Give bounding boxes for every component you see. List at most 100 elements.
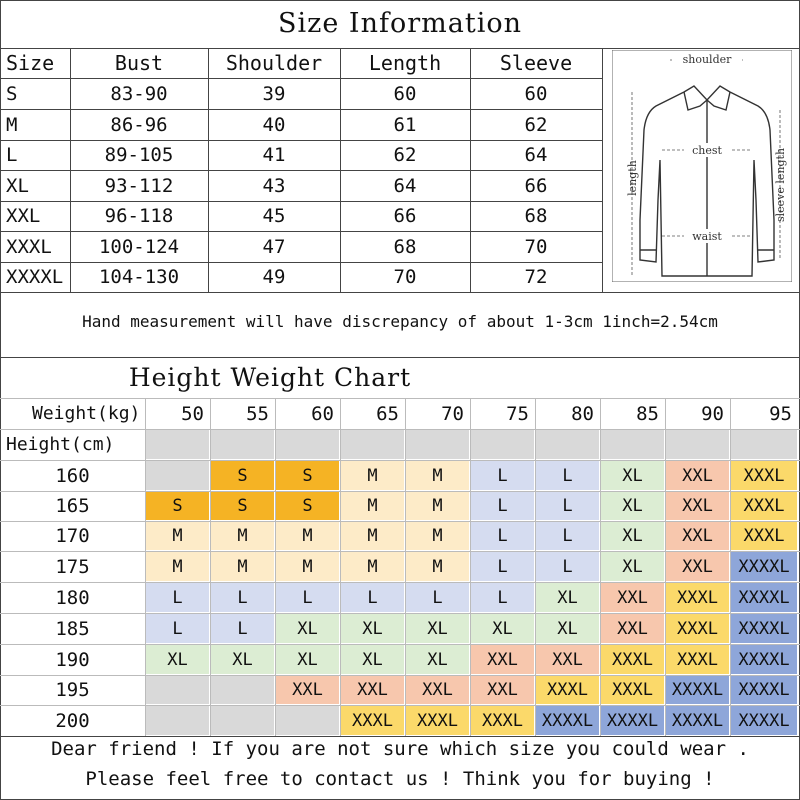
size-recommendation-cell: XXXL	[665, 582, 730, 613]
size-recommendation-cell: L	[210, 582, 275, 613]
size-recommendation-cell: XL	[600, 521, 665, 551]
size-value-cell: 43	[262, 174, 286, 197]
size-recommendation-cell: XXXL	[730, 521, 798, 551]
size-value-cell: 60	[524, 82, 548, 105]
size-table-divider	[208, 48, 209, 292]
hw-grid-row	[0, 644, 800, 645]
hw-grid-row	[0, 675, 800, 676]
size-value-cell: 47	[262, 235, 286, 258]
hw-rule	[0, 736, 800, 737]
size-value-cell: 96-118	[104, 205, 174, 227]
size-value-cell: 86-96	[110, 113, 168, 136]
hw-empty-cell	[275, 429, 340, 460]
sleeve-length-label: sleeve length	[774, 148, 787, 222]
size-recommendation-cell: M	[210, 551, 275, 582]
size-value-cell: 72	[524, 266, 548, 288]
hw-grid-row	[0, 705, 800, 706]
hw-grid-col	[275, 398, 276, 736]
size-value-cell: 89-105	[104, 144, 174, 166]
size-recommendation-cell: L	[145, 613, 210, 644]
size-table-rule	[0, 201, 602, 202]
size-value-cell: 68	[524, 205, 548, 227]
height-row-label: 160	[55, 464, 90, 487]
size-recommendation-cell: XXL	[470, 644, 535, 675]
size-recommendation-cell: XXXXL	[600, 705, 665, 736]
size-name-cell: L	[6, 144, 18, 166]
size-recommendation-cell: XXXXL	[730, 551, 798, 582]
page-title: Size Information	[278, 8, 522, 39]
size-recommendation-cell: XXL	[665, 491, 730, 521]
size-recommendation-cell: L	[470, 460, 535, 491]
size-header-size: Size	[6, 51, 55, 75]
size-name-cell: XXXXL	[6, 266, 64, 288]
hw-grid-col	[145, 398, 146, 736]
hw-grid-row	[0, 398, 800, 399]
size-recommendation-cell: M	[405, 460, 470, 491]
size-value-cell: 40	[262, 113, 286, 136]
weight-header-cell: 85	[636, 402, 659, 425]
size-recommendation-cell	[210, 675, 275, 705]
size-value-cell: 62	[393, 144, 417, 166]
hw-grid-col	[210, 398, 211, 736]
size-value-cell: 64	[524, 144, 548, 166]
size-recommendation-cell: M	[340, 491, 405, 521]
size-table-rule	[0, 262, 602, 263]
size-recommendation-cell: L	[145, 582, 210, 613]
size-recommendation-cell: XXXL	[600, 644, 665, 675]
size-name-cell: XXXL	[6, 235, 52, 258]
weight-header-cell: 55	[246, 402, 269, 425]
size-recommendation-cell: S	[210, 460, 275, 491]
size-value-cell: 60	[393, 82, 417, 105]
weight-axis-label: Weight(kg)	[32, 403, 141, 424]
weight-header-cell: 50	[181, 402, 204, 425]
size-recommendation-cell	[275, 705, 340, 736]
height-row-label: 190	[55, 648, 90, 671]
size-recommendation-cell: S	[145, 491, 210, 521]
size-recommendation-cell: M	[340, 460, 405, 491]
size-table-rule	[0, 78, 602, 79]
size-recommendation-cell: XL	[470, 613, 535, 644]
size-table-rule	[0, 48, 800, 49]
size-recommendation-cell: L	[535, 521, 600, 551]
height-row-label: 180	[55, 586, 90, 609]
hw-empty-cell	[600, 429, 665, 460]
size-value-cell: 68	[393, 235, 417, 258]
hw-empty-cell	[470, 429, 535, 460]
weight-header-cell: 95	[769, 402, 792, 425]
height-weight-title: Height Weight Chart	[128, 363, 412, 392]
size-recommendation-cell: XXL	[405, 675, 470, 705]
size-recommendation-cell: S	[210, 491, 275, 521]
size-recommendation-cell: L	[275, 582, 340, 613]
size-header-sleeve: Sleeve	[499, 51, 573, 75]
size-table-rule	[0, 109, 602, 110]
size-value-cell: 66	[524, 174, 548, 197]
hw-empty-cell	[210, 429, 275, 460]
size-recommendation-cell: XXL	[470, 675, 535, 705]
size-recommendation-cell: S	[275, 460, 340, 491]
size-recommendation-cell: XL	[405, 644, 470, 675]
height-row-label: 175	[55, 555, 90, 578]
hw-grid-col	[340, 398, 341, 736]
size-recommendation-cell: M	[210, 521, 275, 551]
size-recommendation-cell: XL	[275, 644, 340, 675]
size-table-divider	[70, 48, 71, 292]
hw-grid-row	[0, 460, 800, 461]
size-table-divider	[340, 48, 341, 292]
size-name-cell: XXL	[6, 205, 41, 227]
size-value-cell: 104-130	[98, 266, 180, 288]
hw-grid-col	[600, 398, 601, 736]
size-recommendation-cell: XL	[600, 551, 665, 582]
size-recommendation-cell: XXL	[535, 644, 600, 675]
hw-grid-row	[0, 613, 800, 614]
size-recommendation-cell: XXXL	[405, 705, 470, 736]
height-row-label: 165	[55, 495, 90, 517]
shoulder-label: shoulder	[683, 53, 733, 66]
size-recommendation-cell: XL	[535, 613, 600, 644]
height-axis-label: Height(cm)	[6, 434, 115, 455]
size-recommendation-cell: L	[470, 582, 535, 613]
size-recommendation-cell: L	[535, 460, 600, 491]
size-recommendation-cell: XXL	[665, 521, 730, 551]
size-recommendation-cell: XXXXL	[665, 675, 730, 705]
size-recommendation-cell: XL	[405, 613, 470, 644]
size-table-rule	[0, 292, 800, 293]
